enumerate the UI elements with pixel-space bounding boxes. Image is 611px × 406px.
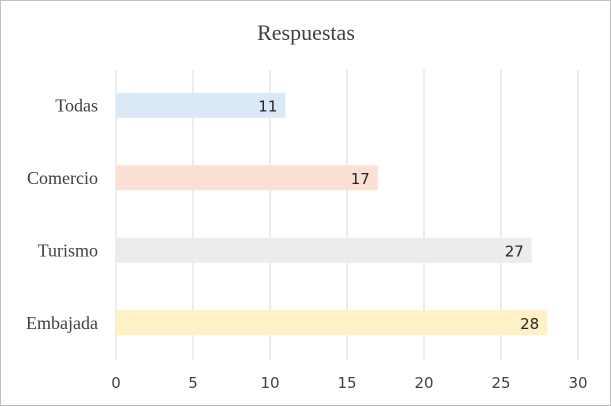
- x-tick-label: 5: [188, 374, 198, 392]
- category-label: Embajada: [26, 313, 98, 333]
- data-labels: 11 17 27 28: [258, 97, 539, 333]
- x-tick-label: 30: [568, 374, 587, 392]
- bar-turismo: [116, 237, 532, 263]
- data-label: 17: [351, 170, 370, 188]
- category-labels: Todas Comercio Turismo Embajada: [26, 95, 98, 333]
- bars: [116, 92, 548, 336]
- x-tick-label: 0: [111, 374, 121, 392]
- x-tick-label: 25: [491, 374, 510, 392]
- chart-title: Respuestas: [257, 20, 355, 45]
- data-label: 11: [258, 97, 277, 115]
- bar-todas: [116, 92, 286, 118]
- bar-embajada: [116, 310, 548, 336]
- bar-comercio: [116, 165, 378, 191]
- x-tick-label: 10: [260, 374, 279, 392]
- data-label: 28: [520, 315, 539, 333]
- data-label: 27: [505, 242, 524, 260]
- x-tick-label: 15: [337, 374, 356, 392]
- category-label: Turismo: [38, 240, 98, 260]
- x-axis-tick-labels: 0 5 10 15 20 25 30: [111, 374, 587, 392]
- category-label: Todas: [55, 95, 98, 115]
- category-label: Comercio: [27, 168, 98, 188]
- x-tick-label: 20: [414, 374, 433, 392]
